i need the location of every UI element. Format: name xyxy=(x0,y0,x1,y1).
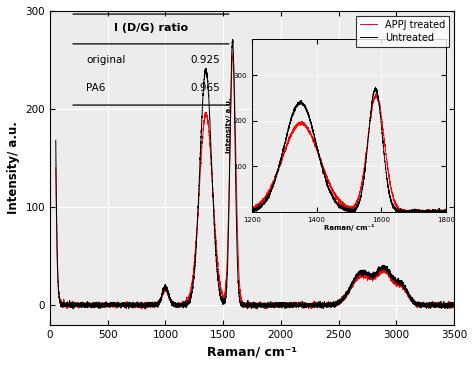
Legend: APPJ treated, Untreated: APPJ treated, Untreated xyxy=(356,16,449,46)
Text: original: original xyxy=(86,55,126,65)
APPJ treated xyxy=(146,303,151,308)
APPJ treated xyxy=(448,304,454,308)
Text: 0.925: 0.925 xyxy=(190,55,219,65)
APPJ treated xyxy=(147,303,153,307)
Untreated xyxy=(150,302,155,307)
APPJ treated xyxy=(254,307,260,311)
Untreated xyxy=(203,66,209,70)
Line: APPJ treated: APPJ treated xyxy=(56,55,454,309)
Untreated xyxy=(147,300,153,305)
Untreated xyxy=(230,38,236,42)
Line: Untreated: Untreated xyxy=(56,40,454,309)
APPJ treated xyxy=(231,79,237,84)
Untreated xyxy=(53,138,59,143)
X-axis label: Raman/ cm⁻¹: Raman/ cm⁻¹ xyxy=(207,345,297,358)
Y-axis label: Intensity/ a.u.: Intensity/ a.u. xyxy=(7,121,20,214)
APPJ treated xyxy=(230,53,236,57)
Untreated xyxy=(448,302,454,306)
Untreated xyxy=(451,304,457,308)
Text: PA6: PA6 xyxy=(86,83,106,93)
APPJ treated xyxy=(451,303,457,307)
Text: 0.965: 0.965 xyxy=(190,83,219,93)
APPJ treated xyxy=(150,302,155,306)
Text: I (D/G) ratio: I (D/G) ratio xyxy=(114,23,188,34)
Untreated xyxy=(146,303,151,308)
Untreated xyxy=(70,307,76,311)
APPJ treated xyxy=(53,165,59,170)
APPJ treated xyxy=(203,110,209,115)
Untreated xyxy=(231,94,237,99)
